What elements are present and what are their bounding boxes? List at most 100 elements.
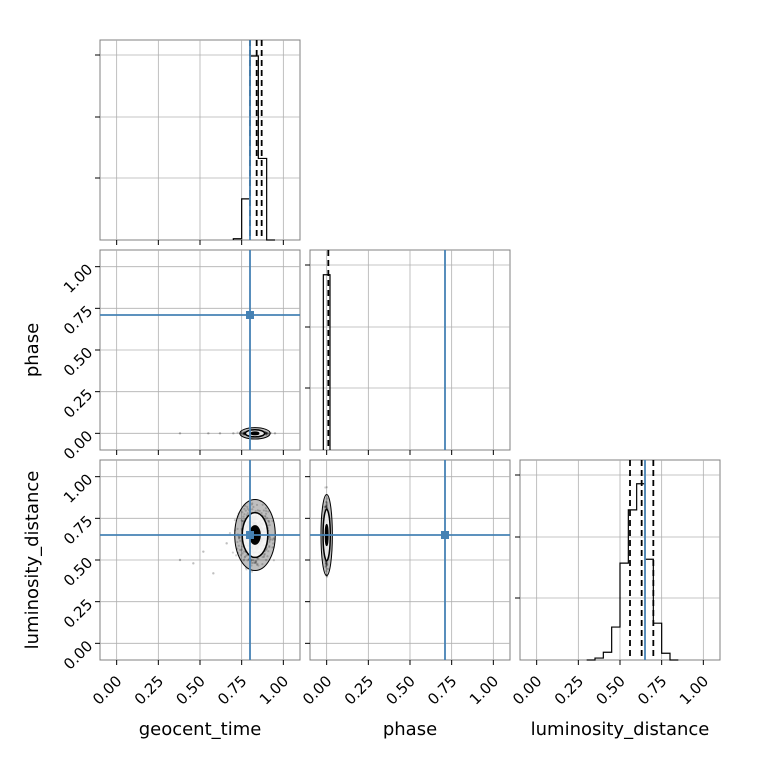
sample-point bbox=[240, 548, 243, 551]
sample-point bbox=[325, 500, 328, 504]
sample-point bbox=[265, 431, 268, 435]
sample-point bbox=[257, 557, 260, 560]
sample-point bbox=[242, 559, 245, 562]
sample-point bbox=[324, 504, 327, 508]
sample-point bbox=[236, 527, 239, 530]
sample-point bbox=[266, 555, 269, 558]
sample-point bbox=[232, 432, 235, 435]
sample-point bbox=[228, 532, 232, 535]
scatter-panel-geocent_time-luminosity_distance bbox=[95, 459, 301, 665]
sample-point bbox=[325, 563, 328, 566]
sample-point bbox=[242, 558, 246, 561]
sample-point bbox=[254, 510, 257, 513]
sample-point bbox=[268, 540, 271, 543]
sample-point bbox=[241, 519, 244, 522]
sample-point bbox=[252, 505, 255, 509]
sample-point bbox=[264, 512, 268, 515]
sample-point bbox=[246, 559, 249, 562]
x-tick-label: 0.25 bbox=[551, 672, 587, 708]
x-tick-label: 0.25 bbox=[131, 672, 167, 708]
sample-point bbox=[325, 569, 328, 573]
sample-point bbox=[238, 536, 242, 539]
sample-point bbox=[323, 505, 326, 509]
sample-point bbox=[241, 511, 244, 514]
y-tick-label: 0.00 bbox=[60, 637, 96, 673]
sample-point bbox=[238, 548, 242, 552]
sample-point bbox=[256, 562, 259, 565]
sample-point bbox=[207, 432, 210, 435]
sample-point bbox=[237, 537, 241, 540]
x-tick-label: 1.00 bbox=[256, 672, 292, 708]
sample-point bbox=[253, 561, 257, 564]
sample-point bbox=[267, 519, 270, 522]
y-tick-label: 0.75 bbox=[60, 302, 96, 338]
sample-point bbox=[267, 521, 271, 524]
sample-point bbox=[245, 554, 248, 557]
sample-point bbox=[243, 513, 246, 516]
sample-point bbox=[272, 537, 276, 540]
sample-point bbox=[269, 537, 272, 541]
sample-point bbox=[255, 563, 259, 566]
y-label-phase: phase bbox=[22, 323, 43, 377]
hist-panel-phase bbox=[305, 249, 511, 455]
sample-point bbox=[233, 519, 237, 522]
sample-point bbox=[325, 561, 329, 565]
sample-point bbox=[325, 567, 328, 570]
x-label-geocent-time: geocent_time bbox=[139, 719, 262, 740]
sample-point bbox=[267, 510, 270, 513]
sample-point bbox=[265, 432, 268, 436]
sample-point bbox=[266, 516, 269, 520]
sample-point bbox=[268, 536, 272, 539]
sample-point bbox=[325, 504, 328, 508]
x-tick-label: 1.00 bbox=[676, 672, 712, 708]
density-core bbox=[250, 431, 260, 436]
sample-point bbox=[239, 554, 242, 557]
sample-point bbox=[241, 552, 244, 555]
sample-point bbox=[325, 506, 329, 509]
sample-point bbox=[261, 563, 264, 566]
sample-point bbox=[242, 550, 246, 553]
sample-point bbox=[265, 548, 268, 551]
sample-point bbox=[263, 554, 266, 557]
sample-point bbox=[326, 503, 329, 507]
x-tick-label: 0.75 bbox=[634, 672, 670, 708]
sample-point bbox=[267, 519, 271, 523]
y-tick-label: 0.75 bbox=[60, 512, 96, 548]
sample-point bbox=[257, 564, 260, 567]
sample-point bbox=[262, 555, 266, 558]
sample-point bbox=[265, 431, 269, 434]
sample-point bbox=[325, 505, 328, 508]
y-tick-label: 0.50 bbox=[60, 554, 96, 590]
y-tick-label: 1.00 bbox=[60, 260, 96, 296]
sample-point bbox=[192, 562, 195, 565]
sample-point bbox=[250, 564, 253, 567]
sample-point bbox=[246, 505, 249, 509]
scatter-panel-phase-luminosity_distance bbox=[305, 459, 511, 665]
sample-point bbox=[265, 432, 268, 435]
sample-point bbox=[250, 570, 254, 573]
sample-point bbox=[325, 561, 328, 564]
sample-point bbox=[242, 432, 245, 435]
sample-point bbox=[242, 432, 246, 436]
sample-point bbox=[178, 432, 182, 435]
sample-point bbox=[225, 542, 228, 545]
sample-point bbox=[241, 545, 244, 548]
sample-point bbox=[258, 509, 261, 513]
sample-point bbox=[265, 431, 268, 434]
sample-point bbox=[261, 503, 264, 506]
sample-point bbox=[242, 432, 245, 435]
scatter-panel-geocent_time-phase bbox=[95, 249, 301, 455]
hist-panel-luminosity_distance bbox=[515, 459, 721, 665]
sample-point bbox=[242, 431, 245, 434]
sample-point bbox=[255, 559, 258, 563]
sample-point bbox=[265, 558, 268, 562]
y-tick-label: 0.50 bbox=[60, 344, 96, 380]
x-tick-label: 0.50 bbox=[382, 672, 418, 708]
sample-point bbox=[325, 562, 328, 565]
sample-point bbox=[243, 556, 246, 559]
sample-point bbox=[212, 572, 215, 575]
sample-point bbox=[268, 546, 271, 549]
sample-point bbox=[246, 507, 249, 510]
sample-point bbox=[240, 549, 243, 552]
sample-point bbox=[325, 563, 328, 567]
